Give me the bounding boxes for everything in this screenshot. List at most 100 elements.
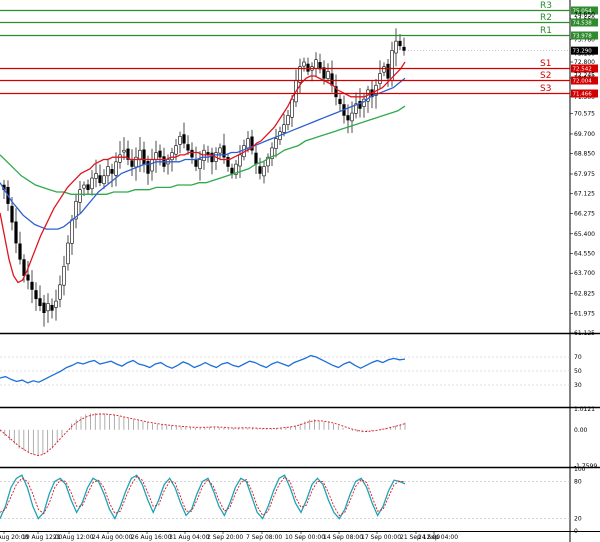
level-label-r3: R3: [540, 1, 552, 11]
candle-body: [262, 166, 266, 177]
candle-body: [14, 221, 18, 244]
candle-body: [82, 184, 86, 189]
candle-body: [94, 173, 98, 179]
price-tick-label: 62.825: [574, 291, 595, 298]
level-price-label: 72.542: [573, 67, 592, 73]
level-label-r1: R1: [540, 26, 552, 36]
candle-body: [122, 149, 126, 153]
time-tick-label: 24 Sep 04:00: [418, 534, 458, 541]
rsi-tick-label: 70: [574, 354, 582, 361]
candle-body: [362, 98, 366, 107]
candle-body: [250, 136, 254, 151]
candle-body: [390, 50, 394, 81]
candle-body: [322, 67, 326, 79]
price-tick-label: 67.975: [574, 171, 595, 178]
level-price-tag: [571, 76, 598, 85]
candle-body: [246, 138, 250, 149]
candle-body: [266, 156, 270, 167]
candle-body: [70, 219, 74, 244]
candle-body: [10, 205, 14, 223]
level-price-label: 71.466: [573, 92, 593, 98]
candle-body: [270, 147, 274, 159]
level-price-tag: [571, 89, 598, 98]
candle-body: [86, 184, 90, 190]
candle-body: [282, 124, 286, 133]
level-label-s2: S2: [540, 71, 551, 81]
stoch-d-line: [0, 475, 405, 517]
level-price-tag: [571, 6, 598, 15]
ma-blue-line: [0, 77, 406, 230]
level-price-tag: [571, 31, 598, 40]
time-tick-label: 14 Aug 20:00: [0, 534, 29, 541]
candle-body: [74, 200, 78, 220]
candle-body: [358, 101, 362, 109]
current-price-label: 73.290: [573, 49, 593, 55]
candle-body: [226, 157, 230, 167]
candle-body: [218, 147, 222, 154]
ma-green-line: [0, 105, 406, 195]
candle-body: [314, 59, 318, 69]
rsi-panel: 70 50 30: [0, 354, 600, 409]
time-tick-label: 21 Sep 12:00: [400, 534, 440, 541]
price-tick-label: 64.550: [574, 251, 595, 258]
candle-body: [102, 175, 106, 184]
candle-body: [78, 189, 82, 203]
candle-body: [126, 148, 130, 160]
candle-body: [258, 166, 262, 174]
time-tick-label: 7 Sep 08:00: [246, 534, 282, 541]
candle-body: [234, 163, 238, 175]
level-price-tag: [571, 18, 598, 27]
stoch-tick-label: 80: [574, 478, 582, 485]
candle-body: [350, 112, 354, 122]
price-tick-label: 61.125: [574, 330, 595, 337]
candle-body: [178, 135, 182, 145]
price-tick-label: 65.400: [574, 231, 595, 238]
candle-body: [142, 149, 146, 165]
candle-body: [186, 144, 190, 151]
candle-body: [106, 166, 110, 177]
candle-body: [198, 159, 202, 170]
rsi-tick-label: 50: [574, 368, 582, 375]
candle-body: [90, 177, 94, 190]
time-tick-label: 31 Aug 04:00: [169, 534, 210, 541]
candle-body: [54, 300, 58, 308]
price-tick-label: 61.975: [574, 310, 595, 317]
macd-tick-label: 1.0121: [574, 406, 595, 413]
ma-red-line: [0, 61, 406, 284]
price-tick-label: 68.850: [574, 151, 595, 158]
candle-body: [38, 298, 42, 307]
candle-body: [254, 152, 258, 165]
candle-body: [158, 150, 162, 158]
candle-body: [286, 115, 290, 125]
level-price-tag: [571, 64, 598, 73]
candle-body: [118, 154, 122, 163]
candle-body: [394, 40, 398, 54]
candle-body: [354, 103, 358, 114]
candle-body: [114, 161, 118, 176]
level-label-s1: S1: [540, 59, 551, 69]
stoch-tick-label: 100: [574, 466, 586, 473]
candle-body: [98, 175, 102, 184]
price-small-label: 72.245: [574, 72, 595, 79]
time-tick-label: 14 Sep 08:00: [323, 534, 363, 541]
candle-body: [174, 145, 178, 155]
candle-body: [382, 66, 386, 73]
candle-body: [30, 281, 34, 290]
level-label-s3: S3: [540, 84, 551, 94]
candle-body: [62, 265, 66, 286]
candle-body: [58, 284, 62, 300]
time-tick-label: 10 Sep 00:00: [285, 534, 325, 541]
price-tick-label: 72.800: [574, 59, 595, 66]
candle-body: [66, 242, 70, 265]
time-tick-label: 19 Aug 12:00: [22, 534, 63, 541]
candle-body: [298, 66, 302, 83]
candle-body: [222, 145, 226, 158]
level-price-label: 72.004: [573, 79, 593, 85]
candle-body: [346, 115, 350, 121]
candle-body: [26, 274, 30, 281]
price-small-label: 74.850: [574, 11, 595, 18]
candle-body: [22, 259, 26, 276]
level-price-label: 74.538: [573, 21, 593, 27]
